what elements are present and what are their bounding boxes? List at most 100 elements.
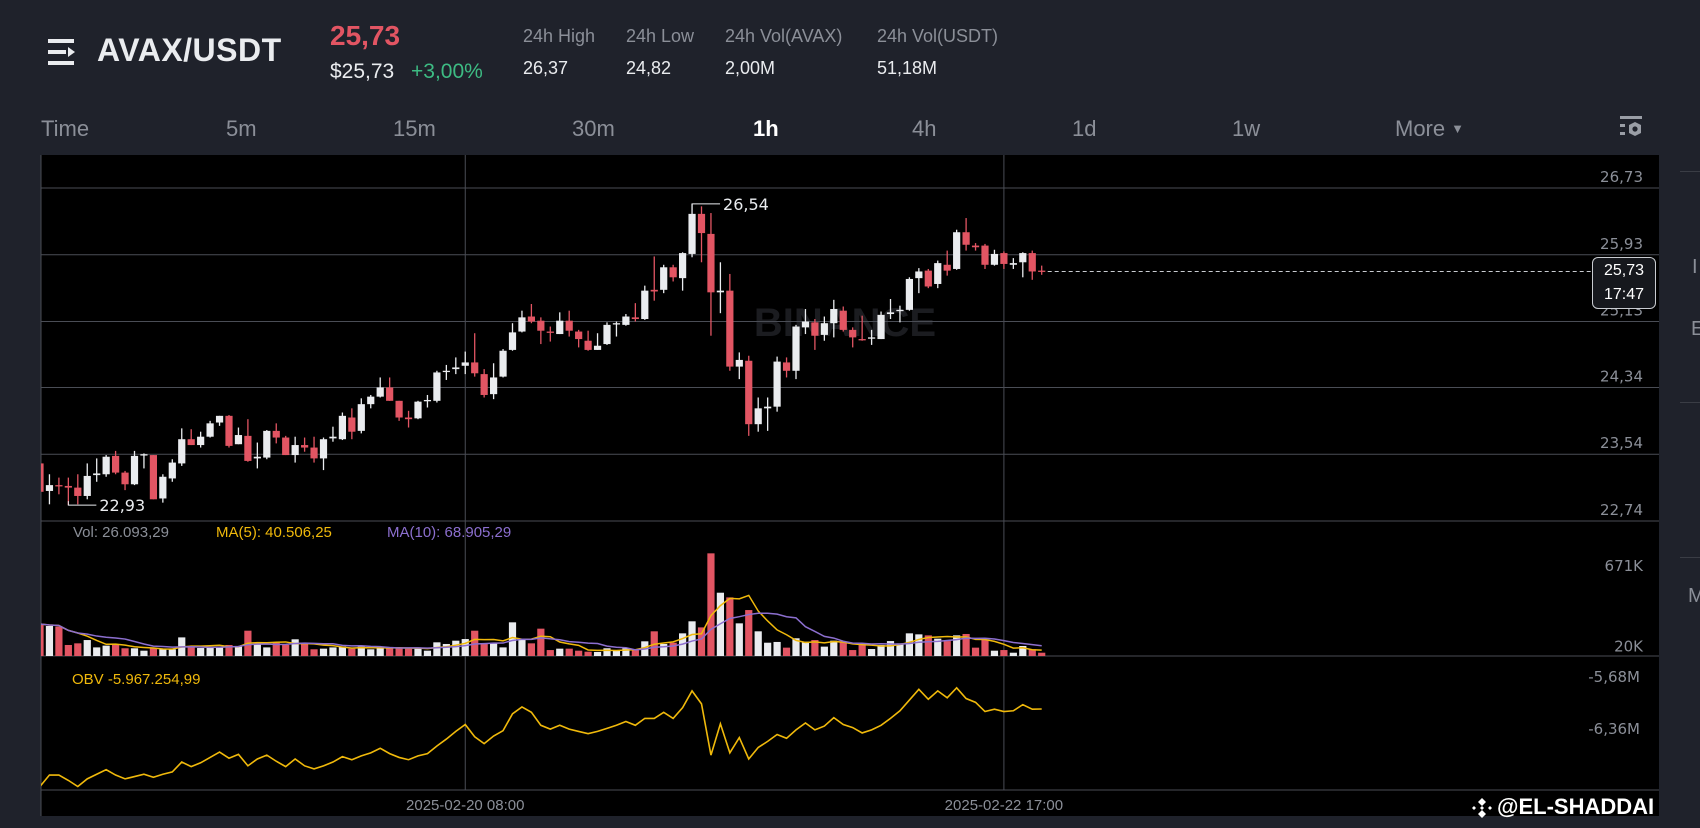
volume-bar [168,649,176,656]
candle-body [962,232,970,245]
candle-body [697,213,706,234]
candle-body [395,400,403,418]
candle-body [896,309,904,312]
candle-body [518,317,526,332]
volume-bar [386,647,394,656]
volume-bar [688,621,696,656]
candle-body [348,417,356,432]
volume-bar [112,644,120,656]
chart-settings-icon[interactable] [1618,113,1644,141]
side-panel-glyph: E [1691,318,1700,340]
volume-bar [329,647,337,656]
more-label: More [1395,116,1446,141]
volume-bar [1028,649,1036,656]
volume-ma5-legend: MA(5): 40.506,25 [216,524,332,541]
volume-bar [518,639,526,656]
volume-bar [811,640,819,656]
volume-bar [45,626,54,656]
more-timeframes-dropdown[interactable]: More ▼ [1395,116,1464,142]
candle-body [934,263,942,284]
tab-1h[interactable]: 1h [753,116,779,141]
volume-axis-label: 20K [1614,637,1644,655]
candle-body [754,408,762,425]
candle-body [782,362,791,371]
volume-bar [660,643,668,656]
volume-bar [121,648,129,656]
volume-bar [319,648,328,656]
candle-body [367,396,375,405]
candle-body [905,278,913,310]
volume-bar [338,646,346,656]
volume-bar [282,644,290,656]
volume-bar [41,623,44,656]
price-axis-label: 26,73 [1600,168,1643,186]
candle-body [433,372,441,401]
candle-body [55,485,63,487]
tab-5m[interactable]: 5m [226,116,257,141]
candle-body [811,322,819,336]
candle-body [1019,253,1027,263]
candle-body [565,320,573,331]
usd-price: $25,73 [330,60,395,83]
candle-body [301,445,309,448]
tab-time[interactable]: Time [41,116,90,141]
candle-countdown: 17:47 [1603,286,1645,303]
candle-body [688,213,696,254]
candle-body [272,430,280,438]
candle-body [93,473,101,476]
low-marker-label: 22,93 [99,496,145,515]
volume-bar [508,622,517,656]
tab-1w[interactable]: 1w [1232,116,1261,141]
volume-bar [905,633,913,656]
volume-bar [745,610,753,656]
volume-bar [348,648,356,656]
pair-title[interactable]: AVAX/USDT [97,32,282,68]
volume-bar [1000,650,1008,656]
candle-body [263,430,271,458]
volume-bar [187,646,195,656]
candle-body [74,487,82,496]
high-marker-line [691,203,721,210]
time-axis-label: 2025-02-20 08:00 [406,797,524,814]
tab-15m[interactable]: 15m [393,116,436,141]
volume-bar [726,597,734,656]
candle-body [886,312,895,315]
side-divider [1680,557,1700,558]
volume-bar [622,648,630,656]
candle-body [745,360,753,425]
volume-bar [962,633,970,656]
tab-4h[interactable]: 4h [912,116,937,141]
candle-body [291,445,299,456]
stat-value-24h-low: 24,82 [626,58,672,78]
volume-ma5-line [41,594,1042,652]
volume-bar [55,626,63,656]
candle-body [121,472,129,485]
candle-body [820,323,828,335]
tab-30m[interactable]: 30m [572,116,615,141]
candle-body [830,309,838,324]
volume-bar [1009,652,1017,656]
candle-body [159,476,167,499]
price-axis-label: 24,34 [1600,367,1643,385]
candle-body [575,331,583,340]
volume-bar [376,647,384,656]
candle-body [234,435,243,445]
volume-bar [631,650,639,656]
candle-body [452,367,460,370]
candle-body [253,456,261,459]
candle-body [1038,270,1046,272]
volume-bar [877,644,885,656]
candle-body [971,245,980,248]
volume-ma10-legend: MA(10): 68.905,29 [387,524,512,541]
stat-label-24h-vol-usdt: 24h Vol(USDT) [877,26,999,46]
tab-1d[interactable]: 1d [1072,116,1097,141]
volume-bar [310,649,318,656]
candle-body [386,387,394,401]
volume-bar [603,648,611,656]
volume-bar [1019,646,1027,656]
candle-body [593,345,602,350]
stat-label-24h-vol-avax: 24h Vol(AVAX) [725,26,843,46]
menu-icon[interactable] [48,37,80,67]
candle-body [178,439,186,464]
